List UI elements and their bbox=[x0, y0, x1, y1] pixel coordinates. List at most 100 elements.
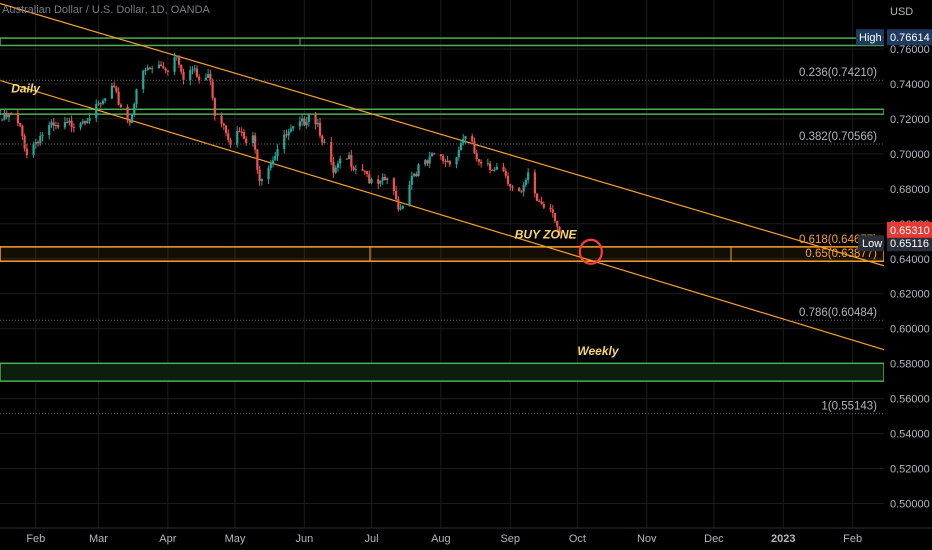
candle-body bbox=[34, 142, 37, 144]
candle bbox=[350, 149, 353, 172]
candle-body bbox=[16, 113, 20, 124]
candle bbox=[433, 152, 436, 155]
candle bbox=[222, 122, 225, 131]
candle bbox=[204, 73, 207, 81]
candle bbox=[164, 67, 167, 74]
candle bbox=[428, 151, 431, 169]
candle-body bbox=[271, 160, 275, 164]
candle-body bbox=[486, 163, 489, 165]
candle bbox=[455, 156, 458, 169]
candle-body bbox=[130, 114, 134, 123]
currency-label: USD bbox=[890, 6, 913, 18]
candle-body bbox=[3, 112, 6, 120]
candle-body bbox=[173, 57, 176, 72]
candle bbox=[52, 117, 55, 132]
candle-body bbox=[68, 120, 71, 123]
candle-body bbox=[83, 121, 87, 124]
price-channel bbox=[0, 2, 885, 351]
candle-body bbox=[365, 171, 369, 175]
candle-body bbox=[345, 158, 348, 160]
candle-body bbox=[558, 226, 561, 234]
candle bbox=[527, 168, 530, 184]
candle bbox=[292, 125, 295, 132]
candle bbox=[36, 140, 40, 147]
price-tick-label: 0.72000 bbox=[890, 114, 930, 126]
candle-body bbox=[332, 161, 335, 173]
time-tick-label: Nov bbox=[637, 533, 657, 545]
candle-body bbox=[424, 160, 427, 165]
grid-lines bbox=[0, 0, 884, 528]
candle bbox=[430, 152, 434, 157]
candle-body bbox=[254, 135, 257, 150]
candle-body bbox=[522, 184, 525, 192]
candle bbox=[113, 81, 116, 88]
candle bbox=[10, 112, 13, 116]
candle-body bbox=[283, 134, 286, 150]
top-green-zone bbox=[0, 37, 885, 47]
candle-body bbox=[101, 100, 105, 104]
candle bbox=[50, 119, 53, 128]
candle-body bbox=[551, 209, 554, 214]
candle bbox=[256, 149, 259, 174]
time-tick-label: Feb bbox=[843, 533, 862, 545]
candle-body bbox=[433, 153, 436, 155]
candle bbox=[462, 134, 465, 146]
candle-body bbox=[354, 169, 357, 171]
candle bbox=[269, 159, 272, 171]
candle bbox=[151, 65, 154, 74]
time-tick-label: 2023 bbox=[771, 533, 795, 545]
candle-body bbox=[442, 156, 445, 162]
candle-body bbox=[267, 168, 270, 180]
candle bbox=[352, 165, 355, 172]
candle-body bbox=[361, 169, 364, 171]
price-tick-label: 0.62000 bbox=[890, 289, 930, 301]
price-tick-label: 0.52000 bbox=[890, 464, 930, 476]
candle bbox=[258, 165, 261, 186]
candle bbox=[97, 100, 100, 106]
candle-body bbox=[363, 170, 366, 172]
candle-body bbox=[182, 71, 185, 81]
candle bbox=[522, 182, 525, 197]
candle bbox=[444, 158, 447, 167]
candle bbox=[307, 113, 310, 127]
candle bbox=[271, 156, 275, 168]
candle bbox=[126, 104, 129, 123]
candle bbox=[533, 169, 536, 198]
candle-body bbox=[336, 163, 340, 168]
candle-body bbox=[97, 103, 100, 105]
candle-body bbox=[148, 67, 152, 70]
high-tag-bg bbox=[856, 29, 884, 46]
candle bbox=[401, 205, 404, 210]
candle-body bbox=[144, 69, 147, 71]
candle-body bbox=[117, 91, 120, 105]
candle-body bbox=[66, 122, 69, 124]
candle bbox=[240, 127, 243, 137]
candle-body bbox=[455, 157, 458, 165]
candle-body bbox=[287, 131, 290, 136]
candle-body bbox=[305, 121, 308, 126]
candle-body bbox=[32, 143, 35, 155]
candle-body bbox=[408, 184, 411, 206]
candle-body bbox=[316, 122, 319, 125]
candle-body bbox=[285, 134, 288, 136]
candle bbox=[558, 226, 561, 237]
time-axis[interactable]: Feb Mar Apr May Jun Jul Aug Sep Oct Nov Dec 2023 Feb bbox=[0, 527, 932, 550]
price-axis[interactable]: USD 0.76000 0.74000 0.72000 0.70000 0.68000 0.… bbox=[856, 0, 932, 550]
candle-body bbox=[110, 85, 113, 99]
candle bbox=[540, 196, 543, 205]
candle-body bbox=[88, 117, 91, 121]
candle bbox=[457, 146, 460, 161]
candle-body bbox=[504, 171, 507, 176]
candle-body bbox=[245, 138, 248, 144]
candle bbox=[442, 153, 445, 164]
candle-body bbox=[410, 175, 413, 185]
candle-body bbox=[553, 213, 557, 222]
candle-body bbox=[269, 163, 272, 169]
candle-body bbox=[39, 136, 42, 144]
candle bbox=[316, 119, 319, 127]
candle bbox=[110, 82, 113, 100]
candle-body bbox=[81, 121, 84, 124]
candle bbox=[162, 61, 165, 69]
candle bbox=[377, 175, 380, 189]
